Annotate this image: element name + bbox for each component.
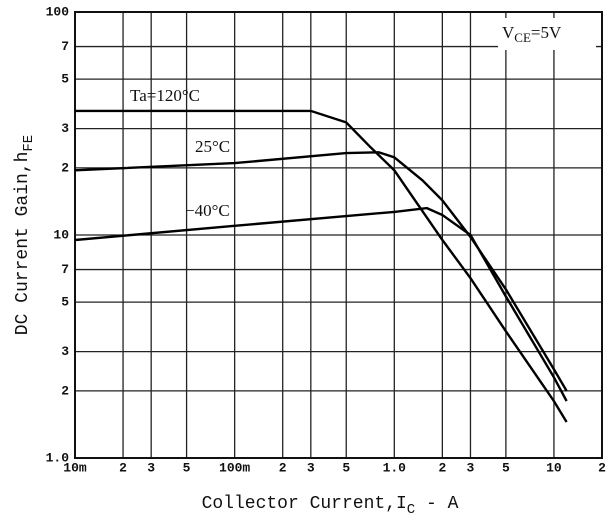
x-tick-label: 10 bbox=[546, 460, 562, 475]
x-tick-label: 10m bbox=[63, 460, 87, 475]
annotation-box bbox=[498, 18, 596, 50]
x-tick-label: 3 bbox=[147, 460, 155, 475]
x-tick-label: 2 bbox=[279, 460, 287, 475]
series-label: 25°C bbox=[195, 137, 230, 156]
series-label: Ta=120°C bbox=[130, 86, 200, 105]
curve bbox=[75, 109, 568, 423]
labels: 10m 2 3 5 100m 2 3 5 1.0 2 3 5 10 2 1.0 2 3 5 7 10 2 3 5 7 100 Ta… bbox=[46, 4, 607, 475]
x-tick-label: 100m bbox=[219, 460, 250, 475]
series-label: −40°C bbox=[185, 201, 230, 220]
y-tick-label: 3 bbox=[61, 121, 69, 136]
y-tick-label: 10 bbox=[53, 227, 69, 242]
y-tick-label: 5 bbox=[61, 295, 69, 310]
x-tick-label: 2 bbox=[119, 460, 127, 475]
y-tick-label: 2 bbox=[61, 383, 69, 398]
curve bbox=[74, 206, 568, 402]
x-tick-label: 3 bbox=[307, 460, 315, 475]
x-tick-label: 5 bbox=[342, 460, 350, 475]
x-tick-label: 2 bbox=[598, 460, 606, 475]
vce-annotation: VCE=5V bbox=[498, 18, 596, 50]
y-tick-label: 5 bbox=[61, 72, 69, 87]
y-tick-label: 2 bbox=[61, 160, 69, 175]
x-tick-label: 2 bbox=[438, 460, 446, 475]
y-tick-label: 7 bbox=[61, 262, 69, 277]
y-tick-label: 100 bbox=[46, 4, 70, 19]
plot-frame bbox=[74, 11, 603, 459]
y-tick-label: 1.0 bbox=[46, 450, 70, 465]
x-tick-label: 1.0 bbox=[383, 460, 407, 475]
y-tick-label: 3 bbox=[61, 344, 69, 359]
y-tick-label: 7 bbox=[61, 39, 69, 54]
x-tick-label: 5 bbox=[502, 460, 510, 475]
annotation: VCE=5V bbox=[502, 23, 562, 45]
curve bbox=[74, 151, 568, 392]
x-tick-label: 5 bbox=[183, 460, 191, 475]
x-tick-label: 3 bbox=[467, 460, 475, 475]
y-axis-title: DC Current Gain,hFE bbox=[13, 135, 37, 335]
x-axis-title: Collector Current,IC - A bbox=[202, 494, 459, 518]
